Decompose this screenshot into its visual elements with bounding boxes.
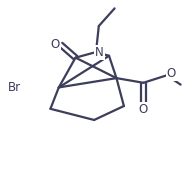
Text: O: O	[50, 38, 60, 51]
Text: O: O	[167, 67, 176, 80]
Text: O: O	[139, 103, 148, 116]
Text: Br: Br	[8, 81, 21, 94]
Text: N: N	[95, 46, 104, 59]
